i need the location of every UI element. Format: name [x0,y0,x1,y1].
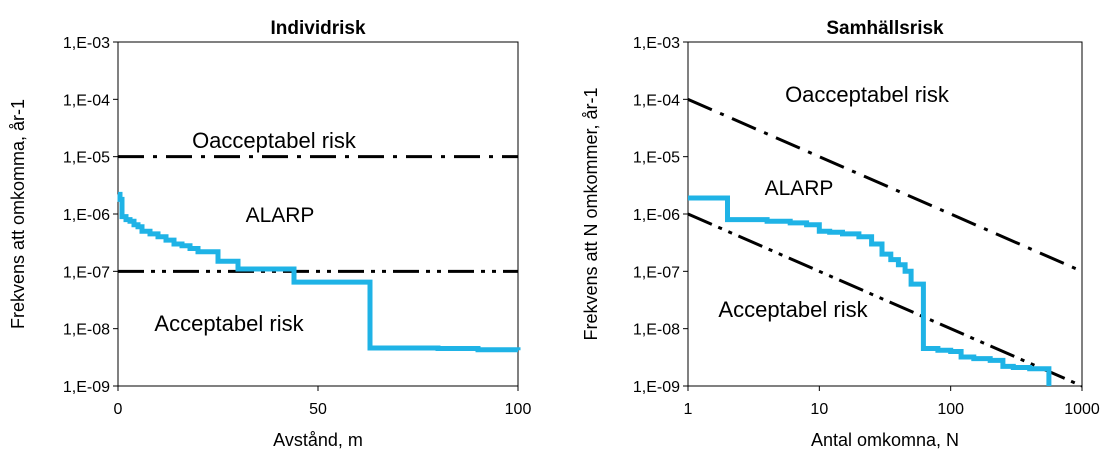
y-axis-label: Frekvens att omkomma, år-1 [8,99,28,329]
lower-criteria-line [687,212,1083,388]
x-tick-label: 1000 [1064,401,1100,418]
annotation-acceptabel-risk: Acceptabel risk [718,297,868,322]
y-tick-label: 1,E-09 [633,379,680,396]
annotation-oacceptabel-risk: Oacceptabel risk [192,128,357,153]
individrisk-panel: Individrisk Avstånd, m Frekvens att omko… [8,18,531,450]
x-tick-label: 100 [505,401,532,418]
y-tick-label: 1,E-04 [63,92,110,109]
annotation-oacceptabel-risk: Oacceptabel risk [785,82,950,107]
y-tick-label: 1,E-05 [633,150,680,167]
criteria-lines [118,155,518,273]
x-axis-label: Avstånd, m [273,430,363,450]
criteria-lines [687,97,1083,388]
y-axis-label: Frekvens att N omkommer, år-1 [581,87,601,340]
upper-criteria-line [687,97,1083,273]
y-tick-label: 1,E-03 [633,35,680,52]
annotation-alarp: ALARP [765,177,834,200]
x-tick-label: 100 [937,401,964,418]
y-tick-label: 1,E-09 [63,379,110,396]
y-tick-label: 1,E-06 [63,207,110,224]
y-tick-label: 1,E-06 [633,207,680,224]
y-tick-label: 1,E-08 [633,322,680,339]
samhallsrisk-panel: Samhällsrisk Antal omkomna, N Frekvens a… [581,18,1100,450]
y-tick-label: 1,E-08 [63,322,110,339]
chart-title: Individrisk [270,18,365,39]
axis-ticks: 1,E-09 1,E-08 1,E-07 1,E-06 1,E-05 1,E-04 1,E-… [633,35,1100,418]
y-tick-label: 1,E-07 [633,264,680,281]
x-axis-label: Antal omkomna, N [811,430,959,450]
x-tick-label: 1 [684,401,693,418]
chart-title: Samhällsrisk [826,18,944,39]
risk-curve-line [688,195,1052,386]
x-tick-label: 50 [309,401,327,418]
risk-curve-series [688,195,1052,386]
x-tick-label: 10 [810,401,828,418]
x-tick-label: 0 [114,401,123,418]
y-tick-label: 1,E-04 [633,92,680,109]
axis-ticks: 1,E-09 1,E-08 1,E-07 1,E-06 1,E-05 1,E-04 1,E-… [63,35,532,418]
annotation-acceptabel-risk: Acceptabel risk [154,311,304,336]
risk-curve-line [117,191,521,353]
y-tick-label: 1,E-07 [63,264,110,281]
risk-curve-series [117,191,521,353]
y-tick-label: 1,E-03 [63,35,110,52]
y-tick-label: 1,E-05 [63,150,110,167]
annotation-alarp: ALARP [246,204,315,227]
